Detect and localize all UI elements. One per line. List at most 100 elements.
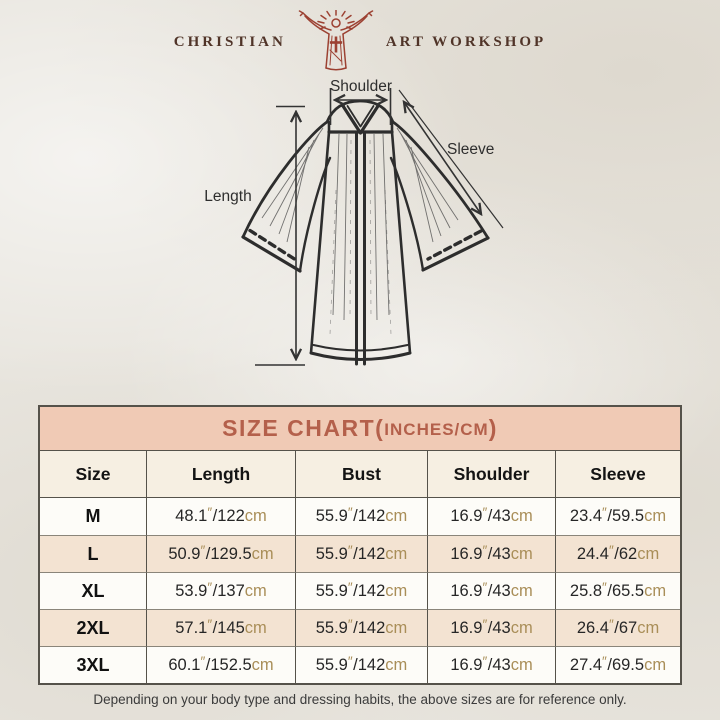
cm-value: 43 [492,581,511,600]
size-chart-table: SIZE CHART(INCHES/CM) Size Length Bust S… [38,405,682,685]
size-cell: M [85,506,101,526]
cm-value: 67 [618,618,638,637]
column-header-length: Length [146,451,295,498]
cm-label: cm [644,655,667,674]
sleeve-cell: 27.4 ″/69.5 cm [555,646,680,683]
inches-value: 16.9 [450,581,483,600]
cm-label: cm [244,507,267,525]
sleeve-label: Sleeve [447,141,494,158]
cm-value: 43 [492,544,511,563]
cm-value: 142 [357,655,386,674]
shoulder-cell: 16.9 ″/43 cm [427,572,555,609]
cm-label: cm [385,581,408,600]
cm-label: cm [385,655,408,674]
cm-label: cm [510,655,533,674]
cm-label: cm [510,507,533,525]
slash: / [353,544,358,563]
cm-value: 142 [357,507,386,525]
inches-value: 16.9 [450,507,483,525]
inches-value: 48.1 [175,507,208,525]
inch-mark: ″ [602,505,607,521]
inch-mark: ″ [608,542,614,558]
inch-mark: ″ [482,542,488,558]
cm-value: 152.5 [210,655,252,674]
bust-cell: 55.9 ″/142 cm [295,572,427,609]
inch-mark: ″ [482,616,488,632]
bust-cell: 55.9 ″/142 cm [295,535,427,572]
cm-label: cm [385,618,408,637]
slash: / [353,581,358,600]
shoulder-cell: 16.9 ″/43 cm [427,609,555,646]
size-cell: XL [40,572,146,609]
inch-mark: ″ [482,505,488,521]
slash: / [607,655,612,674]
length-arrow [255,105,305,366]
title-close: ) [488,415,498,441]
cm-value: 122 [217,507,245,525]
inches-value: 16.9 [450,618,483,637]
cm-value: 43 [492,507,511,525]
brand-logo: CHRISTIAN ART WORKSHOP [0,10,720,74]
cm-label: cm [385,544,408,563]
cm-label: cm [637,618,660,637]
length-cell: 60.1 ″/152.5 cm [146,646,295,683]
inch-mark: ″ [347,505,353,521]
title-units: INCHES/CM [384,420,489,439]
bust-cell: 55.9 ″/142 cm [295,498,427,535]
sleeve-cell: 24.4 ″/62 cm [555,535,680,572]
inch-mark: ″ [482,579,488,595]
inches-value: 55.9 [315,507,348,525]
slash: / [487,581,493,600]
shoulder-cell: 16.9 ″/43 cm [427,498,555,535]
inches-value: 55.9 [315,544,348,563]
cm-value: 142 [357,544,386,563]
inch-mark: ″ [608,616,614,632]
sleeve-cell: 26.4 ″/67 cm [555,609,680,646]
size-chart-title: SIZE CHART(INCHES/CM) [40,407,680,451]
inches-value: 26.4 [576,618,609,637]
cm-label: cm [251,544,274,563]
inch-mark: ″ [200,653,206,669]
bust-cell: 55.9 ″/142 cm [295,646,427,683]
cm-label: cm [644,507,667,525]
sleeve-cell: 25.8 ″/65.5 cm [555,572,680,609]
length-cell: 48.1 ″/122 cm [146,498,295,535]
slash: / [353,655,358,674]
inches-value: 60.1 [168,655,201,674]
slash: / [205,655,211,674]
inch-mark: ″ [347,542,353,558]
slash: / [212,618,218,637]
shoulder-cell: 16.9 ″/43 cm [427,646,555,683]
inch-mark: ″ [347,579,353,595]
inches-value: 25.8 [569,581,603,600]
column-header-bust: Bust [295,451,427,498]
fold-lines-dashed [329,139,392,336]
inch-mark: ″ [207,616,213,632]
inches-value: 16.9 [450,544,483,563]
cm-value: 43 [492,655,511,674]
cm-label: cm [510,581,533,600]
inch-mark: ″ [347,616,353,632]
slash: / [353,507,358,525]
cm-value: 59.5 [611,507,645,525]
footer-note: Depending on your body type and dressing… [93,692,627,707]
inches-value: 57.1 [175,618,208,637]
cm-value: 62 [618,544,638,563]
shoulder-arrow [329,88,392,125]
inches-value: 53.9 [175,581,208,600]
inch-mark: ″ [482,653,488,669]
cm-value: 69.5 [611,655,645,674]
slash: / [487,618,493,637]
brand-text-left: CHRISTIAN [173,33,286,50]
bust-cell: 55.9 ″/142 cm [295,609,427,646]
cm-label: cm [244,581,267,600]
length-cell: 50.9 ″/129.5 cm [146,535,295,572]
inches-value: 50.9 [168,544,201,563]
shoulder-cell: 16.9 ″/43 cm [427,535,555,572]
sleeve-arrow [398,89,504,229]
column-header-sleeve: Sleeve [555,451,680,498]
length-label: Length [204,188,251,205]
jesus-rays-cross-icon [298,10,374,71]
length-cell: 57.1 ″/145 cm [146,609,295,646]
column-header-shoulder: Shoulder [427,451,555,498]
